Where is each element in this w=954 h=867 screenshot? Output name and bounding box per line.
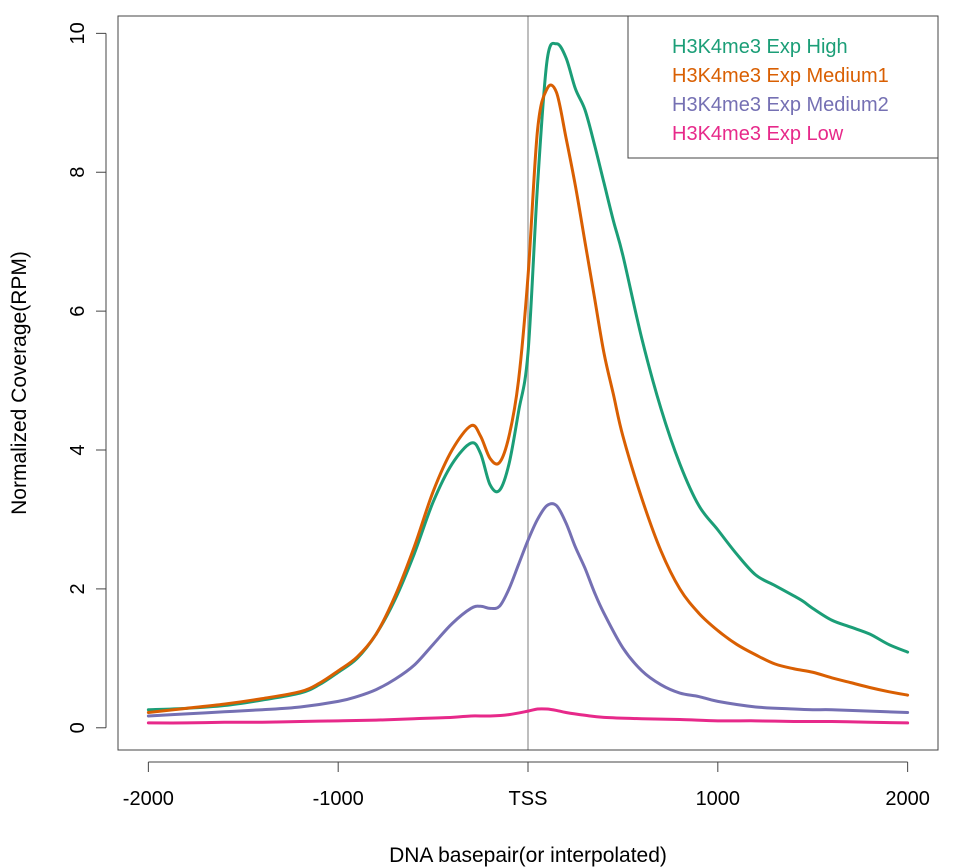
legend-entry-3: H3K4me3 Exp Medium2 [672,94,889,116]
y-tick-label: 4 [67,444,89,455]
y-axis: 0 2 4 6 8 10 [67,22,107,733]
x-tick-label: -1000 [313,788,364,810]
legend-entry-4: H3K4me3 Exp Low [672,123,844,145]
x-tick-label: 1000 [696,788,741,810]
series-line-2 [146,83,910,714]
x-axis-title: DNA basepair(or interpolated) [389,844,667,867]
x-tick-label: 2000 [885,788,930,810]
plot-frame [117,15,939,751]
y-tick-label: 2 [67,583,89,594]
x-axis: -2000 -1000 TSS 1000 2000 [123,761,930,810]
legend: H3K4me3 Exp High H3K4me3 Exp Medium1 H3K4m… [627,15,939,159]
y-tick-label: 8 [67,167,89,178]
x-tick-label: -2000 [123,788,174,810]
y-tick-label: 6 [67,306,89,317]
series-line-4 [146,707,910,725]
series-layer [146,41,910,725]
y-tick-label: 0 [67,722,89,733]
legend-entry-2: H3K4me3 Exp Medium1 [672,65,889,87]
y-tick-label: 10 [67,22,89,44]
series-line-3 [146,502,910,718]
legend-entry-1: H3K4me3 Exp High [672,36,848,58]
x-tick-label: TSS [509,788,548,810]
y-axis-title: Normalized Coverage(RPM) [8,251,31,515]
legend-box [627,15,939,159]
